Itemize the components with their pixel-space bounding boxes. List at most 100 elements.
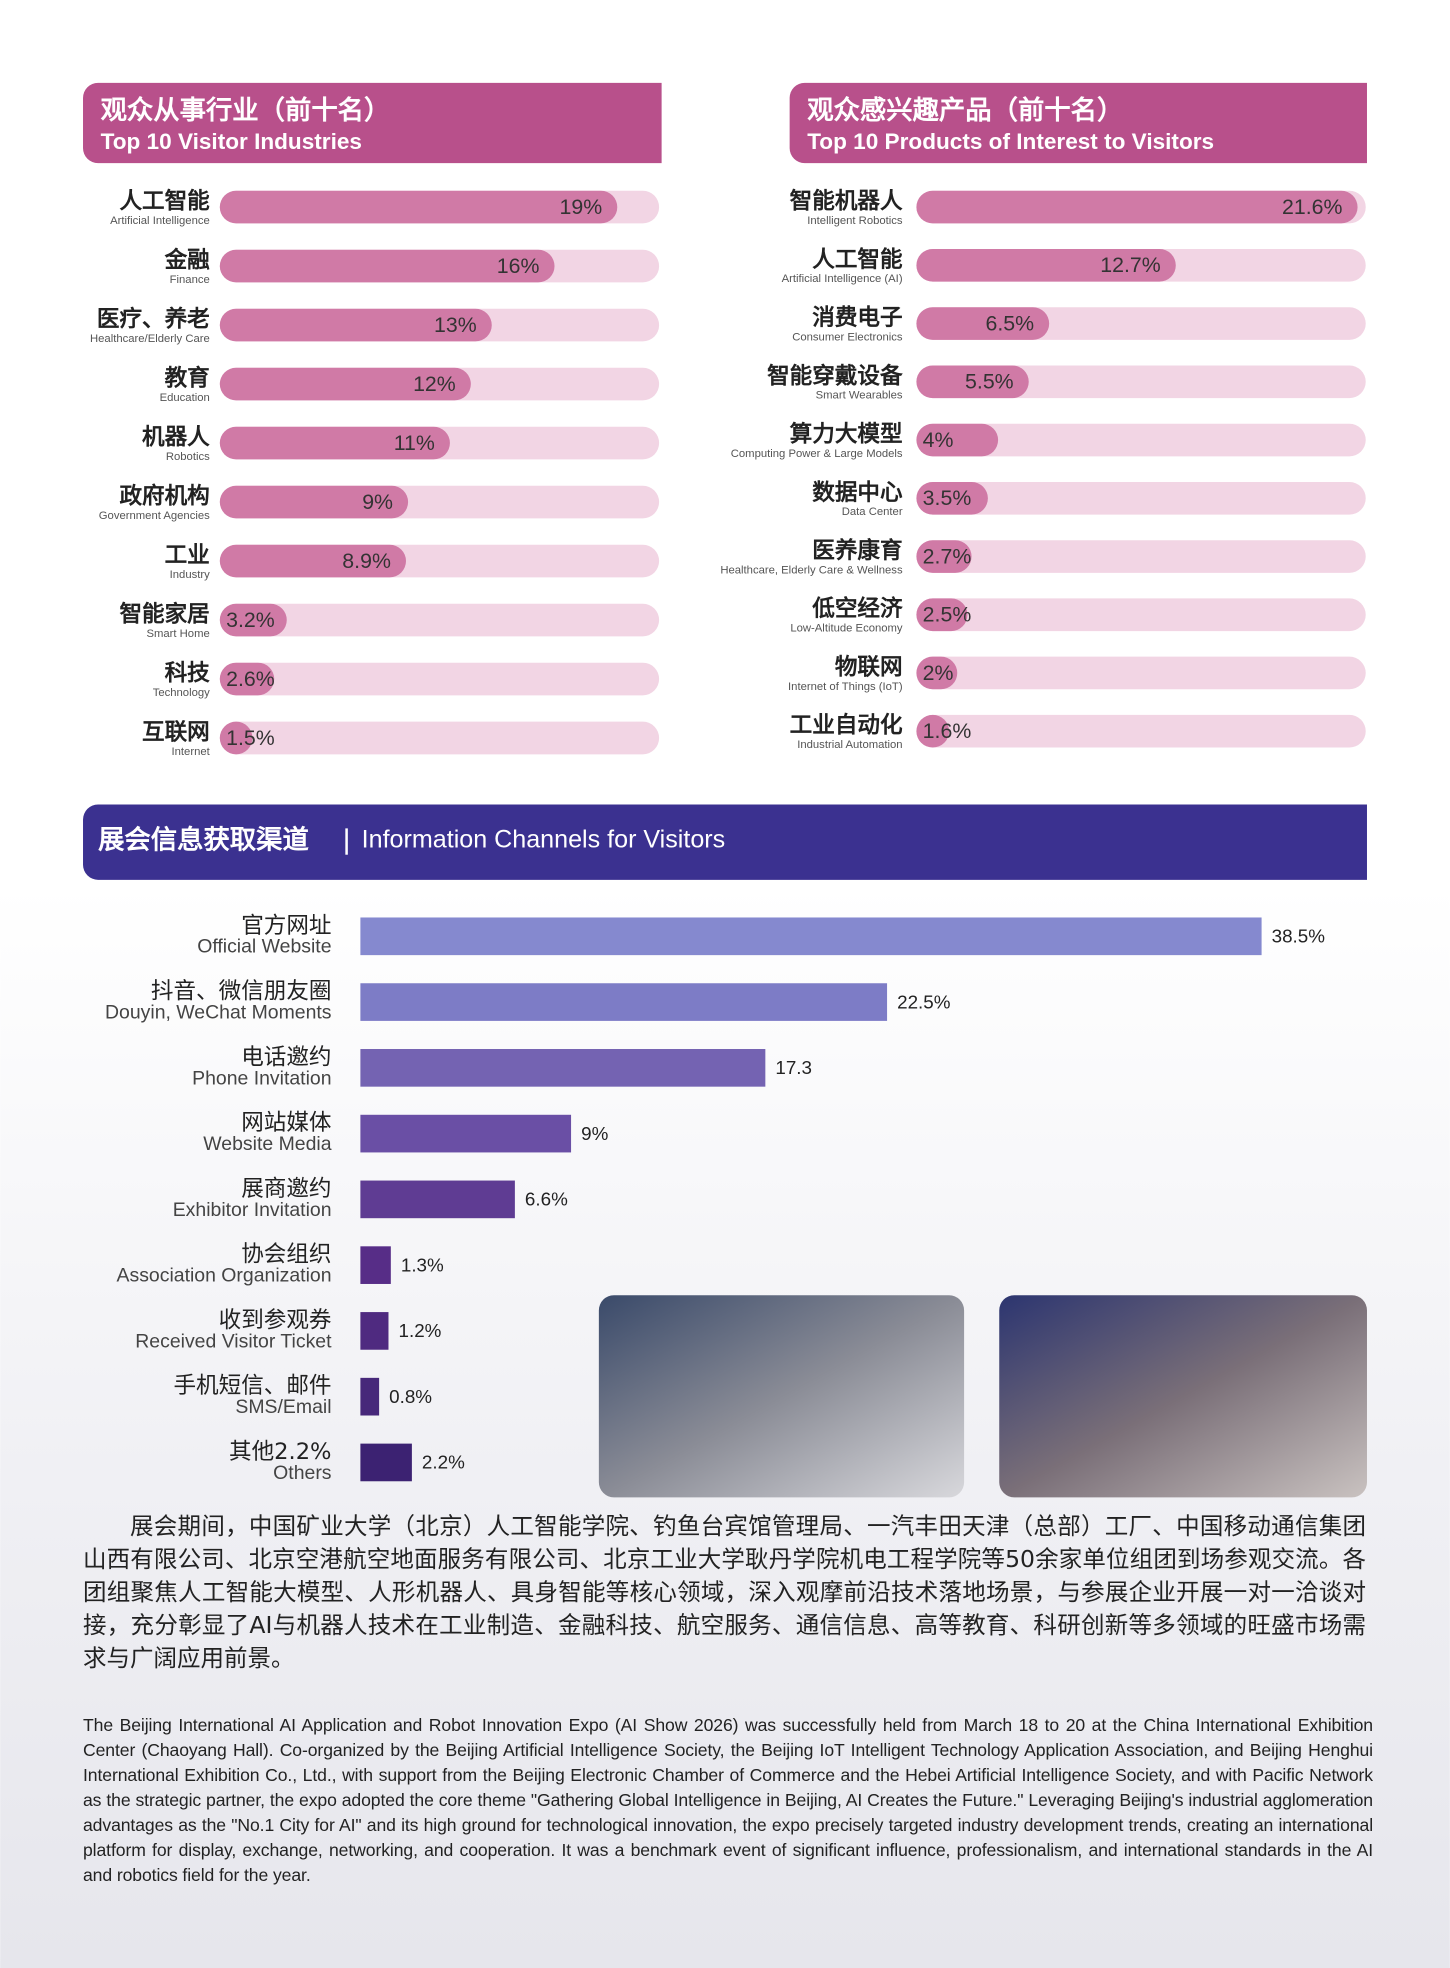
category-label: 工业自动化: [790, 712, 903, 739]
category-label: 科技: [165, 660, 211, 686]
bar: [360, 917, 1262, 956]
category-label: 政府机构: [119, 483, 209, 510]
category-label-en: Government Agencies: [99, 510, 210, 522]
bar: [916, 423, 999, 457]
category-label: 智能家居: [119, 601, 209, 628]
category-label: 人工智能: [812, 246, 903, 273]
bar-track: [916, 481, 1366, 515]
category-label: 医疗、养老: [97, 306, 210, 333]
bar: [916, 481, 988, 515]
category-label: 智能机器人: [790, 188, 903, 215]
value-label: 0.8%: [389, 1386, 432, 1407]
header-banner: [789, 82, 1367, 164]
value-label: 2.2%: [422, 1452, 465, 1473]
value-label: 2.5%: [923, 603, 972, 627]
category-label-en: Computing Power & Large Models: [731, 448, 903, 460]
bar: [360, 1312, 389, 1350]
category-label: 医养康育: [812, 537, 902, 564]
category-label: 手机短信、邮件: [173, 1373, 331, 1399]
header-subtitle: Information Channels for Visitors: [362, 826, 726, 854]
bar: [916, 656, 958, 690]
category-label-en: Artificial Intelligence: [110, 215, 210, 227]
value-label: 38.5%: [1272, 926, 1326, 947]
category-label-en: Internet of Things (IoT): [788, 681, 903, 693]
value-label: 17.3: [775, 1057, 812, 1078]
category-label: 官方网址: [241, 913, 331, 939]
category-label: 人工智能: [119, 188, 210, 215]
bar: [360, 1377, 380, 1416]
category-label-en: Low-Altitude Economy: [790, 623, 903, 635]
category-label: 金融: [164, 247, 211, 274]
header-title: 观众从事行业（前十名）: [101, 95, 391, 126]
category-label-en: Industrial Automation: [797, 739, 902, 751]
category-label: 其他2.2%: [229, 1439, 332, 1465]
category-label-en: Douyin, WeChat Moments: [105, 1002, 332, 1024]
bar: [916, 190, 1358, 224]
value-label: 16%: [497, 254, 540, 278]
value-label: 1.6%: [923, 719, 972, 743]
category-label: 抖音、微信朋友圈: [151, 979, 332, 1005]
bar-track: [916, 656, 1366, 690]
category-label-en: Intelligent Robotics: [807, 215, 903, 227]
bar-track: [916, 598, 1366, 632]
bar: [219, 603, 287, 637]
value-label: 3.5%: [923, 486, 972, 510]
bar: [360, 1049, 766, 1087]
bar-track: [916, 540, 1366, 573]
value-label: 12.7%: [1100, 253, 1161, 277]
category-label: 算力大模型: [790, 421, 903, 448]
category-label: 机器人: [142, 425, 210, 451]
photo: [598, 1295, 965, 1498]
bar: [219, 426, 450, 460]
category-label-en: Industry: [170, 569, 210, 581]
category-label-en: Exhibitor Invitation: [173, 1199, 332, 1221]
category-label: 智能穿戴设备: [767, 362, 903, 389]
category-label-en: Official Website: [197, 936, 331, 958]
category-label: 教育: [165, 365, 210, 392]
value-label: 1.3%: [401, 1254, 444, 1275]
bar: [916, 365, 1029, 399]
category-label: 消费电子: [812, 305, 902, 331]
bar-track: [219, 662, 660, 696]
header-banner: [83, 804, 1367, 880]
bar: [916, 540, 972, 573]
category-label-en: Website Media: [203, 1133, 331, 1155]
bar: [219, 485, 409, 519]
value-label: 9%: [581, 1123, 608, 1144]
category-label: 物联网: [835, 653, 903, 680]
category-label: 网站媒体: [241, 1110, 331, 1136]
value-label: 6.5%: [985, 311, 1034, 335]
value-label: 5.5%: [965, 370, 1014, 394]
category-label: 展商邀约: [241, 1176, 331, 1202]
value-label: 2.6%: [226, 667, 275, 691]
header-title: 展会信息获取渠道: [98, 824, 309, 855]
category-label-en: Others: [273, 1462, 332, 1484]
category-label-en: Smart Home: [146, 628, 209, 640]
bar-track: [916, 714, 1366, 748]
bar: [219, 721, 253, 755]
paragraph-zh: 展会期间，中国矿业大学（北京）人工智能学院、钓鱼台宾馆管理局、一汽丰田天津（总部…: [83, 1512, 1366, 1672]
category-label-en: Finance: [170, 274, 210, 286]
category-label-en: Data Center: [842, 506, 903, 518]
value-label: 1.5%: [226, 726, 275, 750]
category-label: 互联网: [142, 719, 210, 745]
category-label: 工业: [165, 543, 210, 569]
value-label: 4%: [923, 428, 954, 452]
value-label: 13%: [434, 313, 477, 337]
value-label: 2%: [923, 661, 954, 685]
category-label-en: Consumer Electronics: [792, 331, 903, 343]
header-subtitle: Top 10 Visitor Industries: [101, 129, 362, 154]
category-label-en: Technology: [153, 687, 210, 699]
bar: [360, 1246, 391, 1284]
photo: [999, 1295, 1367, 1498]
category-label-en: Smart Wearables: [816, 390, 903, 402]
bar: [916, 714, 950, 748]
value-label: 9%: [362, 490, 393, 514]
value-label: 22.5%: [897, 991, 951, 1012]
bar: [219, 367, 471, 401]
category-label-en: Healthcare/Elderly Care: [90, 333, 210, 345]
header-banner: [83, 82, 662, 164]
paragraph-en: The Beijing International AI Application…: [83, 1715, 1373, 1885]
value-label: 1.2%: [399, 1320, 442, 1341]
value-label: 19%: [560, 195, 603, 219]
